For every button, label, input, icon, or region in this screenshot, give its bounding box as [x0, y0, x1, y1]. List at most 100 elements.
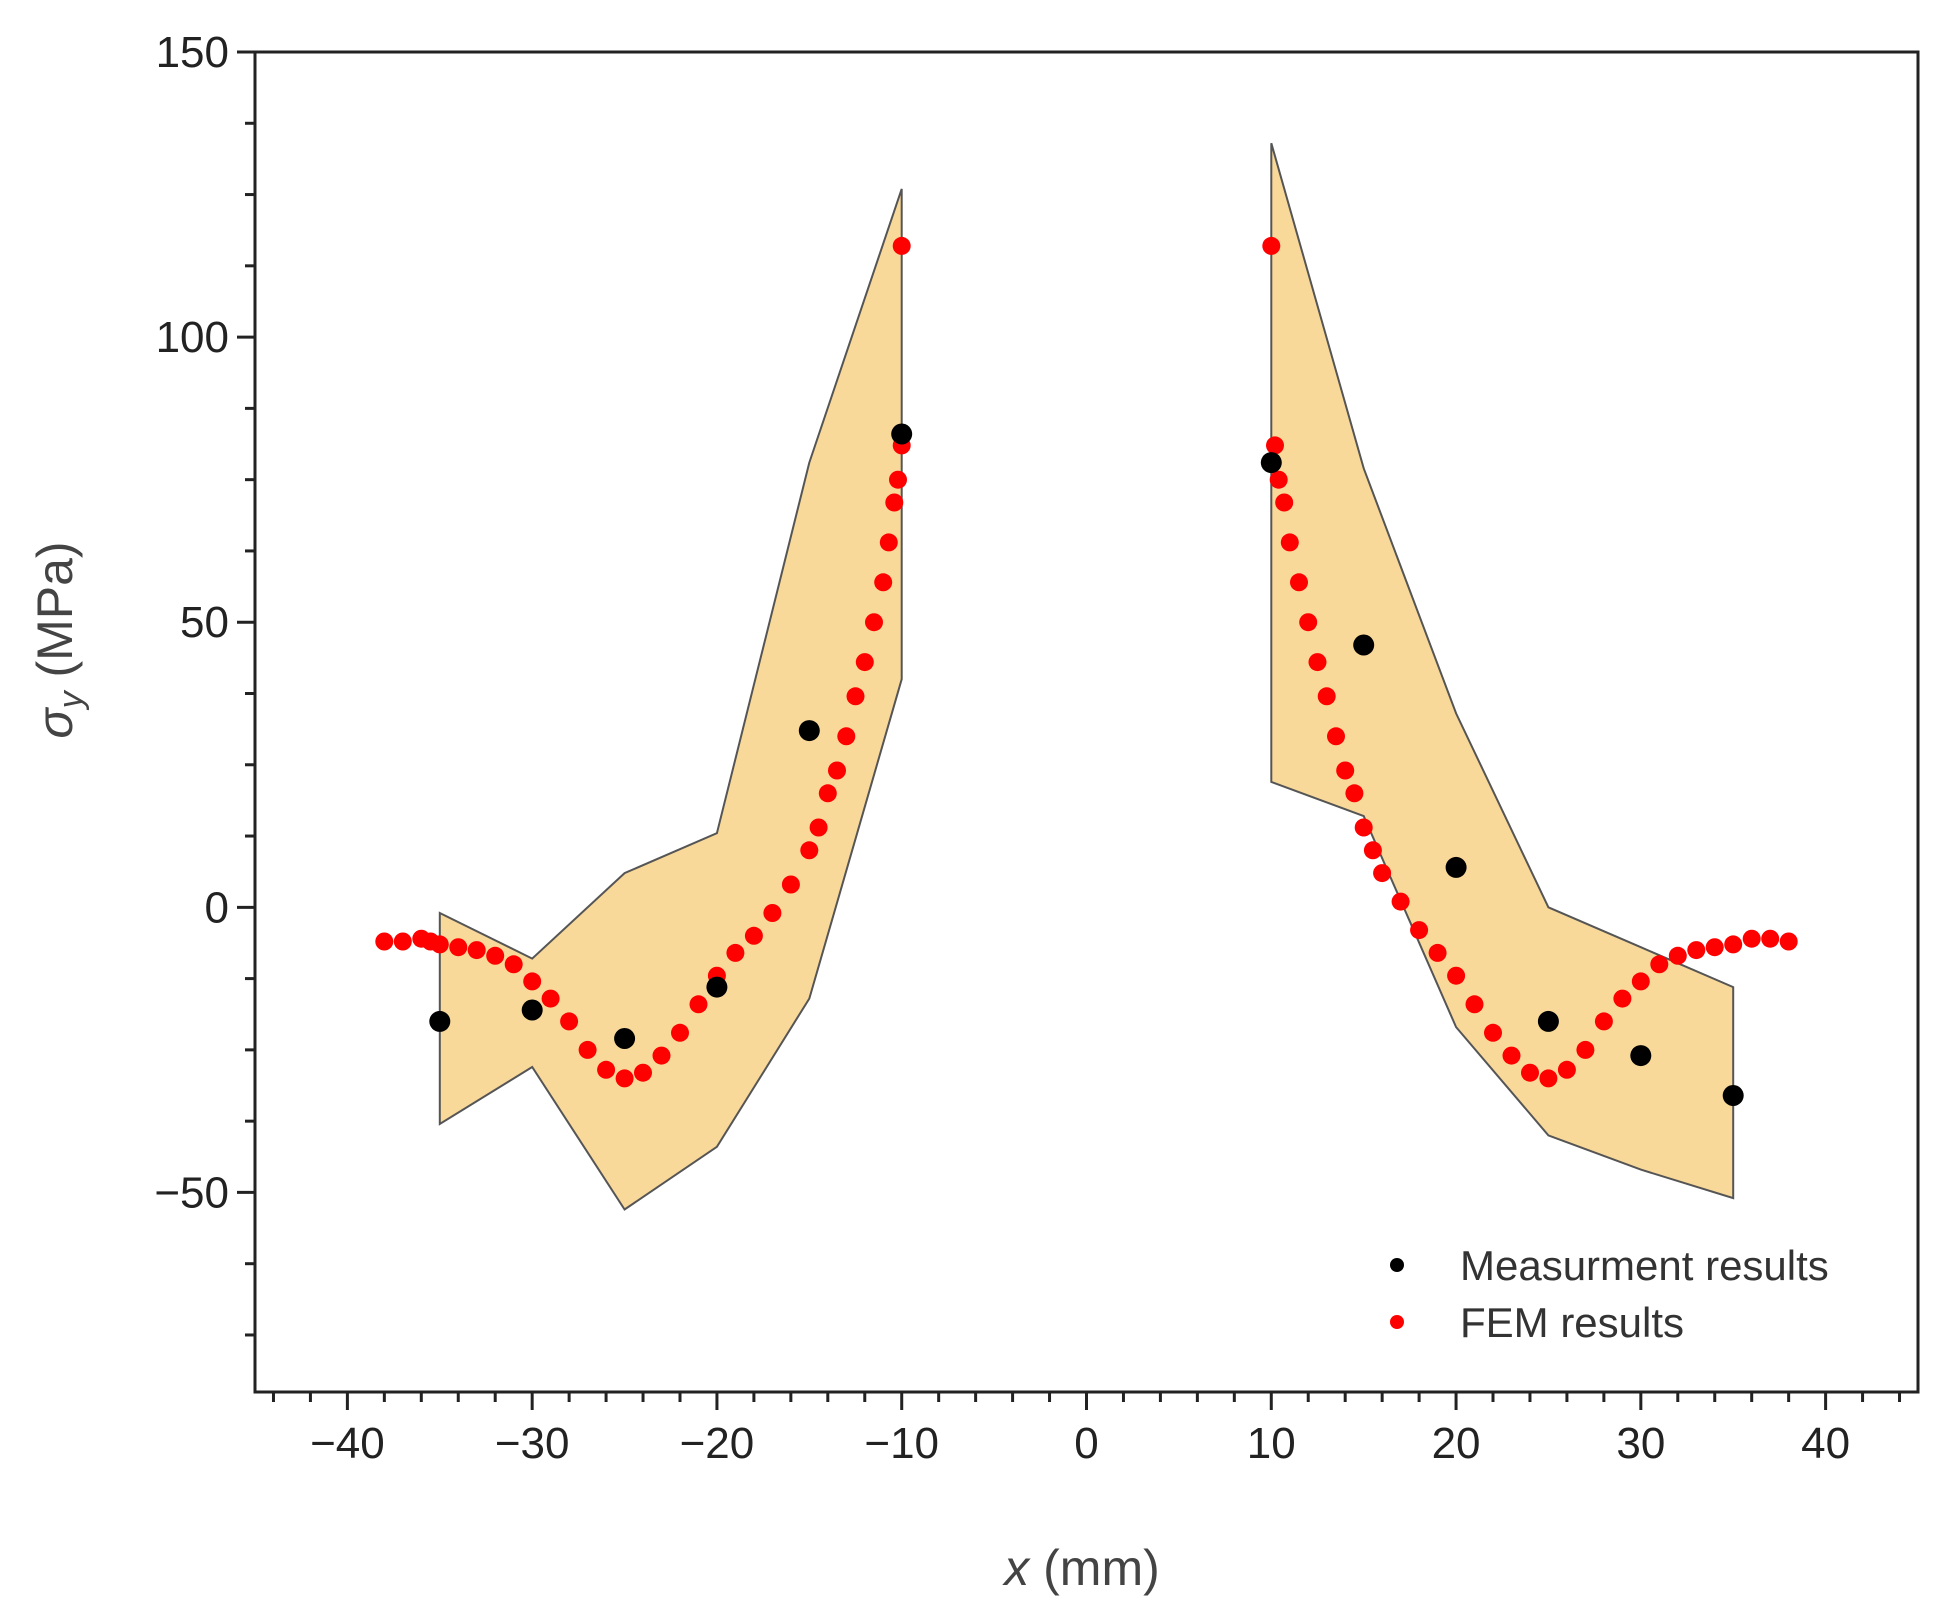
- fem-point-33: [879, 533, 898, 552]
- fem-point-39: [1266, 436, 1284, 455]
- fem-point-42: [1280, 533, 1299, 552]
- y-tick-label: 50: [180, 598, 229, 647]
- fem-point-25: [809, 818, 828, 837]
- fem-point-11: [560, 1012, 579, 1031]
- fem-point-60: [1521, 1063, 1539, 1082]
- fem-point-73: [1761, 929, 1780, 948]
- x-tick-label: 30: [1616, 1419, 1665, 1468]
- legend-label-fem: FEM results: [1460, 1299, 1684, 1346]
- y-tick-label: 0: [205, 883, 229, 932]
- fem-point-17: [671, 1023, 689, 1042]
- fem-point-50: [1354, 818, 1373, 837]
- uncertainty-bands: [438, 142, 1735, 1211]
- measurement-point-7: [1353, 634, 1375, 656]
- y-tick-label: −50: [154, 1168, 229, 1217]
- fem-point-53: [1391, 892, 1410, 911]
- fem-point-22: [763, 904, 782, 922]
- x-axis-title: x (mm): [1002, 1540, 1160, 1596]
- fem-point-6: [467, 941, 486, 960]
- measurement-point-4: [798, 720, 820, 742]
- x-axis-var: x: [1002, 1540, 1031, 1596]
- fem-point-29: [846, 687, 865, 706]
- tick-labels: −40 −30 −20 −10 0 10 20 30 40 150 100 50 0 −50: [154, 28, 1850, 1468]
- measurement-point-3: [706, 976, 728, 998]
- fem-point-35: [889, 470, 907, 489]
- fem-point-26: [818, 784, 837, 803]
- x-tick-label: −40: [310, 1419, 385, 1468]
- fem-point-16: [652, 1046, 671, 1065]
- fem-point-18: [689, 995, 708, 1014]
- axis-ticks: [237, 50, 1902, 1410]
- x-tick-label: 20: [1432, 1419, 1481, 1468]
- x-tick-label: −20: [680, 1419, 755, 1468]
- fem-point-48: [1336, 761, 1355, 780]
- x-axis-unit: (mm): [1029, 1540, 1160, 1596]
- y-axis-title: σy (MPa): [27, 541, 90, 738]
- fem-point-45: [1308, 653, 1327, 672]
- legend-label-measurement: Measurment results: [1460, 1242, 1829, 1289]
- x-tick-label: −30: [495, 1419, 570, 1468]
- measurement-point-6: [1260, 452, 1282, 474]
- fem-point-4: [430, 935, 449, 954]
- fem-point-23: [781, 875, 800, 894]
- band-left: [438, 188, 903, 1211]
- fem-point-41: [1275, 493, 1294, 512]
- fem-point-51: [1363, 841, 1382, 860]
- fem-point-30: [855, 653, 874, 672]
- fem-point-14: [615, 1069, 634, 1088]
- y-tick-label: 100: [156, 313, 229, 362]
- y-axis-subscript: y: [52, 689, 90, 710]
- fem-point-69: [1687, 941, 1706, 960]
- fem-point-20: [726, 943, 745, 962]
- fem-point-1: [393, 932, 412, 951]
- fem-point-52: [1373, 864, 1392, 883]
- fem-point-12: [578, 1040, 597, 1059]
- fem-point-65: [1613, 989, 1632, 1008]
- fem-point-24: [800, 841, 819, 860]
- y-axis-unit: (MPa): [27, 541, 83, 691]
- legend-marker-measurement: [1390, 1258, 1404, 1272]
- fem-point-31: [865, 613, 883, 632]
- x-tick-label: 40: [1801, 1419, 1850, 1468]
- fem-point-72: [1742, 929, 1761, 948]
- measurement-point-10: [1630, 1045, 1652, 1067]
- fem-point-59: [1502, 1046, 1521, 1065]
- fem-point-56: [1447, 966, 1466, 985]
- fem-point-46: [1317, 687, 1336, 706]
- measurement-series: [429, 423, 1744, 1106]
- fem-point-68: [1668, 946, 1687, 965]
- y-tick-label: 150: [156, 28, 229, 77]
- fem-point-58: [1484, 1023, 1502, 1042]
- fem-point-54: [1410, 921, 1429, 940]
- legend-marker-fem: [1390, 1315, 1404, 1329]
- fem-point-71: [1724, 935, 1743, 954]
- x-tick-label: −10: [864, 1419, 939, 1468]
- measurement-point-0: [429, 1010, 451, 1032]
- fem-point-27: [828, 761, 846, 780]
- fem-point-15: [634, 1063, 652, 1082]
- fem-point-66: [1631, 972, 1650, 991]
- fem-point-10: [541, 989, 560, 1008]
- band-right: [1270, 142, 1735, 1200]
- x-tick-label: 0: [1074, 1419, 1098, 1468]
- fem-point-61: [1539, 1069, 1558, 1088]
- fem-point-43: [1290, 573, 1308, 592]
- measurement-point-9: [1537, 1010, 1559, 1032]
- fem-point-49: [1345, 784, 1364, 803]
- x-tick-label: 10: [1247, 1419, 1296, 1468]
- measurement-point-1: [521, 999, 543, 1021]
- fem-point-57: [1465, 995, 1484, 1014]
- fem-point-8: [504, 955, 523, 974]
- fem-point-55: [1428, 943, 1447, 962]
- fem-point-63: [1576, 1040, 1595, 1059]
- fem-point-62: [1557, 1060, 1576, 1079]
- measurement-point-11: [1722, 1085, 1744, 1106]
- plot-frame: [253, 50, 1920, 1394]
- legend: Measurment results FEM results: [1390, 1242, 1829, 1346]
- fem-point-34: [885, 493, 904, 512]
- fem-series: [375, 236, 1798, 1088]
- fem-point-37: [892, 236, 911, 255]
- fem-point-74: [1779, 932, 1798, 951]
- measurement-point-5: [891, 423, 913, 445]
